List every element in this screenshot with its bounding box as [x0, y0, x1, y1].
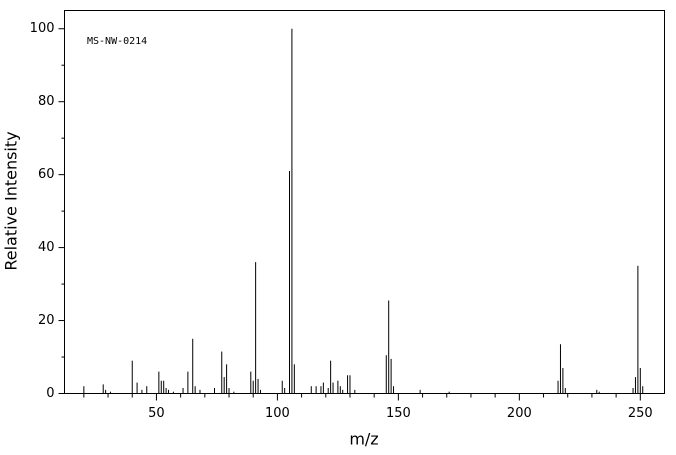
- x-tick-label: 50: [148, 406, 165, 421]
- x-tick-label: 250: [628, 406, 653, 421]
- annotation: MS-NW-0214: [87, 36, 147, 47]
- y-tick-label: 60: [38, 167, 55, 182]
- y-tick-label: 80: [38, 94, 55, 109]
- y-tick-label: 0: [46, 386, 54, 401]
- plot-frame: [64, 10, 665, 394]
- x-tick-label: 200: [507, 406, 532, 421]
- x-axis-label: m/z: [349, 430, 378, 449]
- x-tick-label: 150: [386, 406, 411, 421]
- y-tick-label: 20: [38, 313, 55, 328]
- y-axis-label: Relative Intensity: [2, 131, 21, 270]
- y-tick-label: 100: [30, 21, 55, 36]
- y-tick-label: 40: [38, 240, 55, 255]
- x-tick-label: 100: [265, 406, 290, 421]
